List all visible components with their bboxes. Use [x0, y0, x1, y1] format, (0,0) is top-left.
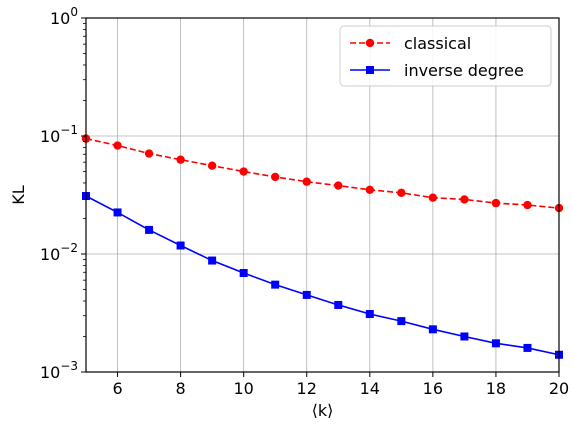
y-tick-label: 10−3	[40, 359, 78, 382]
ticks: 6 8 10 12 14 16 18 20 10−3 10−2 10−1 100	[40, 5, 569, 398]
y-tick-label: 100	[50, 5, 78, 28]
data-point-inverse-degree	[239, 269, 248, 278]
data-point-inverse-degree	[523, 343, 532, 352]
data-point-inverse-degree	[145, 225, 154, 234]
data-point-classical	[207, 161, 217, 170]
data-point-inverse-degree	[334, 300, 343, 309]
data-point-classical	[334, 181, 343, 190]
legend-marker-classical	[365, 38, 375, 48]
legend-box	[339, 25, 552, 87]
data-point-classical	[176, 155, 185, 164]
x-tick-label: 18	[486, 379, 506, 398]
data-point-inverse-degree	[428, 325, 437, 334]
x-tick-label: 16	[423, 379, 443, 398]
data-point-classical	[271, 172, 280, 182]
data-point-classical	[460, 195, 469, 204]
legend-marker-inverse-degree	[366, 66, 374, 74]
data-point-classical	[397, 188, 406, 198]
data-point-classical	[491, 198, 501, 208]
x-tick-label: 20	[549, 379, 569, 398]
data-point-classical	[302, 177, 311, 186]
data-point-inverse-degree	[365, 310, 374, 319]
data-point-inverse-degree	[176, 241, 185, 250]
legend: classical inverse degree	[339, 25, 552, 87]
data-point-classical	[144, 149, 154, 158]
y-tick-label: 10−1	[40, 123, 78, 146]
plot-frame	[85, 17, 560, 373]
data-point-inverse-degree	[271, 280, 280, 289]
data-point-inverse-degree	[208, 256, 217, 265]
legend-label-classical: classical	[404, 34, 471, 53]
y-axis-label: KL	[9, 185, 28, 204]
data-point-inverse-degree	[491, 339, 500, 348]
x-tick-label: 14	[360, 379, 380, 398]
data-point-classical	[428, 193, 438, 202]
series-line-inverse-degree	[85, 195, 560, 356]
data-point-inverse-degree	[302, 290, 311, 299]
x-tick-label: 10	[233, 379, 253, 398]
legend-label-inverse-degree: inverse degree	[404, 61, 524, 80]
x-tick-label: 8	[176, 379, 186, 398]
data-point-classical	[365, 185, 374, 194]
y-tick-label: 10−2	[40, 241, 78, 264]
x-axis-label: ⟨k⟩	[312, 401, 334, 420]
x-tick-label: 6	[112, 379, 122, 398]
series-line-classical	[85, 137, 560, 209]
data-point-inverse-degree	[460, 332, 469, 341]
data-point-classical	[113, 141, 122, 150]
data-point-inverse-degree	[113, 208, 122, 217]
x-tick-label: 12	[297, 379, 317, 398]
data-point-classical	[523, 200, 532, 210]
data-point-classical	[239, 167, 248, 176]
data-point-inverse-degree	[397, 317, 406, 326]
series-layer	[81, 134, 564, 359]
